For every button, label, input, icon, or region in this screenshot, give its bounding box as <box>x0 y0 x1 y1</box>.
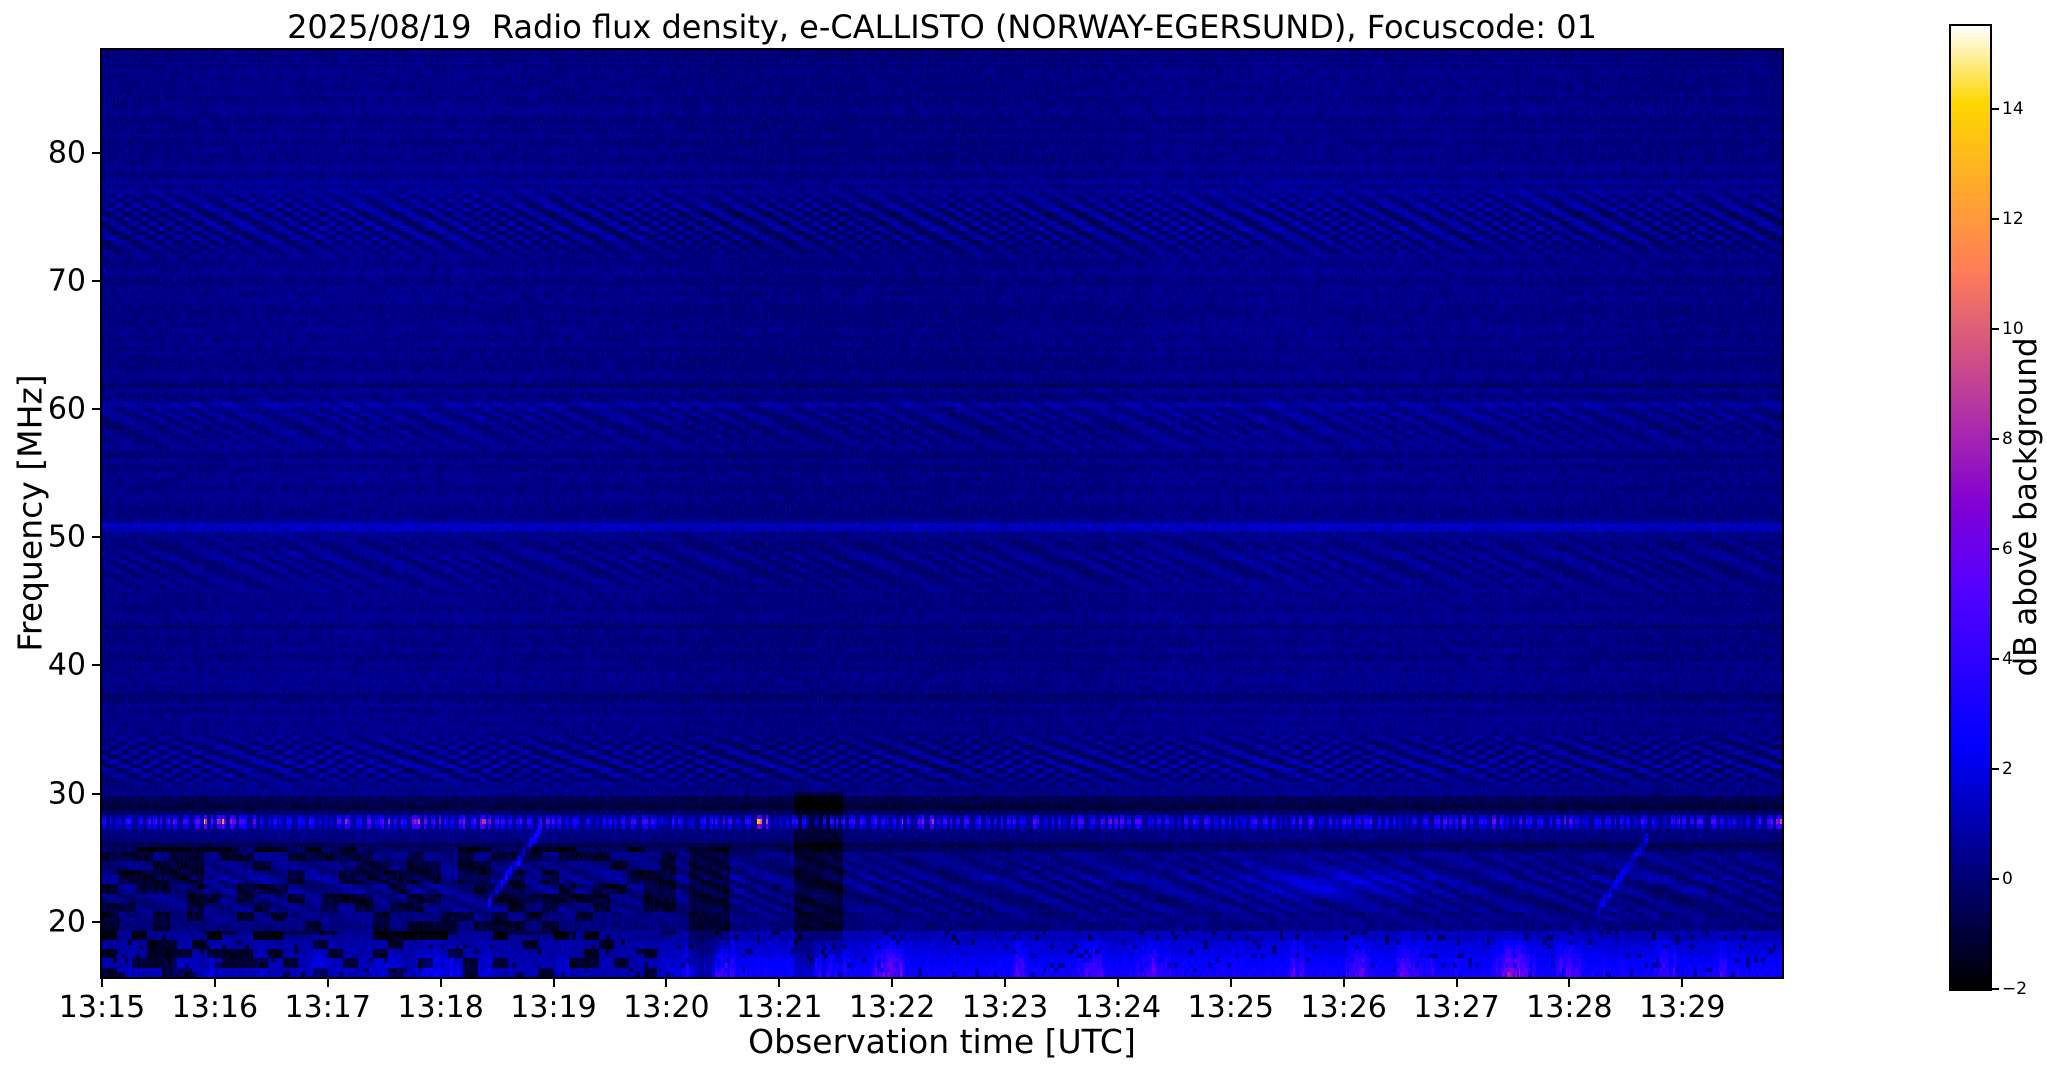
x-tick-mark <box>552 979 555 987</box>
y-tick-mark <box>92 920 100 923</box>
x-tick-mark <box>1681 979 1684 987</box>
colorbar-tick-label: 14 <box>2002 98 2024 119</box>
colorbar-tick-label: 12 <box>2002 208 2024 229</box>
colorbar-tick-mark <box>1992 107 1999 110</box>
x-tick-mark <box>1229 979 1232 987</box>
x-tick-mark <box>439 979 442 987</box>
y-tick-label: 30 <box>47 776 86 812</box>
colorbar-tick-mark <box>1992 547 1999 550</box>
x-tick-label: 13:15 <box>58 990 146 1025</box>
colorbar-tick-label: 0 <box>2002 868 2013 889</box>
x-tick-mark <box>326 979 329 987</box>
colorbar-tick-mark <box>1992 437 1999 440</box>
x-tick-mark <box>1116 979 1119 987</box>
x-tick-mark <box>101 979 103 987</box>
x-tick-label: 13:16 <box>171 990 259 1025</box>
x-tick-label: 13:22 <box>848 990 936 1025</box>
colorbar-tick-mark <box>1992 767 1999 770</box>
x-tick-label: 13:18 <box>397 990 484 1025</box>
x-axis-label: Observation time [UTC] <box>748 1022 1136 1061</box>
colorbar-tick-label: 2 <box>2002 758 2013 779</box>
colorbar-tick-mark <box>1992 657 1999 660</box>
x-tick-mark <box>213 979 216 987</box>
colorbar-tick-mark <box>1992 327 1999 330</box>
x-tick-mark <box>1004 979 1007 987</box>
x-tick-label: 13:17 <box>284 990 371 1025</box>
y-tick-label: 60 <box>47 391 86 427</box>
colorbar-gradient-canvas <box>1951 26 1990 989</box>
y-tick-mark <box>92 408 100 410</box>
y-tick-mark <box>92 664 100 667</box>
x-tick-mark <box>1568 979 1571 987</box>
colorbar-tick-label: 4 <box>2002 648 2013 669</box>
y-tick-mark <box>92 792 100 795</box>
y-tick-label: 40 <box>47 647 86 683</box>
x-tick-label: 13:28 <box>1526 990 1613 1025</box>
colorbar-label: dB above background <box>2008 337 2044 677</box>
y-tick-label: 20 <box>47 904 86 940</box>
x-tick-label: 13:21 <box>736 990 823 1025</box>
x-tick-mark <box>778 979 781 987</box>
colorbar-tick-mark <box>1992 877 1999 880</box>
colorbar-tick-label: 10 <box>2002 318 2024 339</box>
y-tick-mark <box>92 536 100 539</box>
x-tick-label: 13:24 <box>1074 990 1162 1025</box>
x-tick-label: 13:19 <box>510 990 597 1025</box>
y-tick-label: 50 <box>47 519 86 555</box>
colorbar-tick-label: 6 <box>2002 538 2013 559</box>
x-tick-mark <box>1455 979 1458 987</box>
colorbar-tick-mark <box>1992 988 1999 990</box>
x-tick-label: 13:26 <box>1300 990 1387 1025</box>
x-tick-label: 13:23 <box>961 990 1049 1025</box>
x-tick-mark <box>1342 979 1345 987</box>
y-tick-mark <box>92 151 100 154</box>
x-tick-label: 13:25 <box>1187 990 1274 1025</box>
x-tick-mark <box>665 979 668 987</box>
y-tick-label: 80 <box>47 135 86 171</box>
x-tick-label: 13:27 <box>1413 990 1500 1025</box>
y-axis-label: Frequency [MHz] <box>10 374 50 652</box>
spectrogram-plot-area <box>100 48 1784 979</box>
x-tick-label: 13:29 <box>1639 990 1726 1025</box>
y-tick-label: 70 <box>47 263 86 299</box>
colorbar-tick-label: −2 <box>2002 979 2028 999</box>
y-tick-mark <box>92 279 100 282</box>
chart-title: 2025/08/19 Radio flux density, e-CALLIST… <box>287 8 1597 46</box>
x-tick-mark <box>891 979 894 987</box>
colorbar-tick-label: 8 <box>2002 428 2013 449</box>
x-tick-label: 13:20 <box>623 990 710 1025</box>
colorbar-tick-mark <box>1992 217 1999 220</box>
colorbar <box>1949 24 1992 991</box>
spectrogram-canvas <box>102 50 1782 977</box>
